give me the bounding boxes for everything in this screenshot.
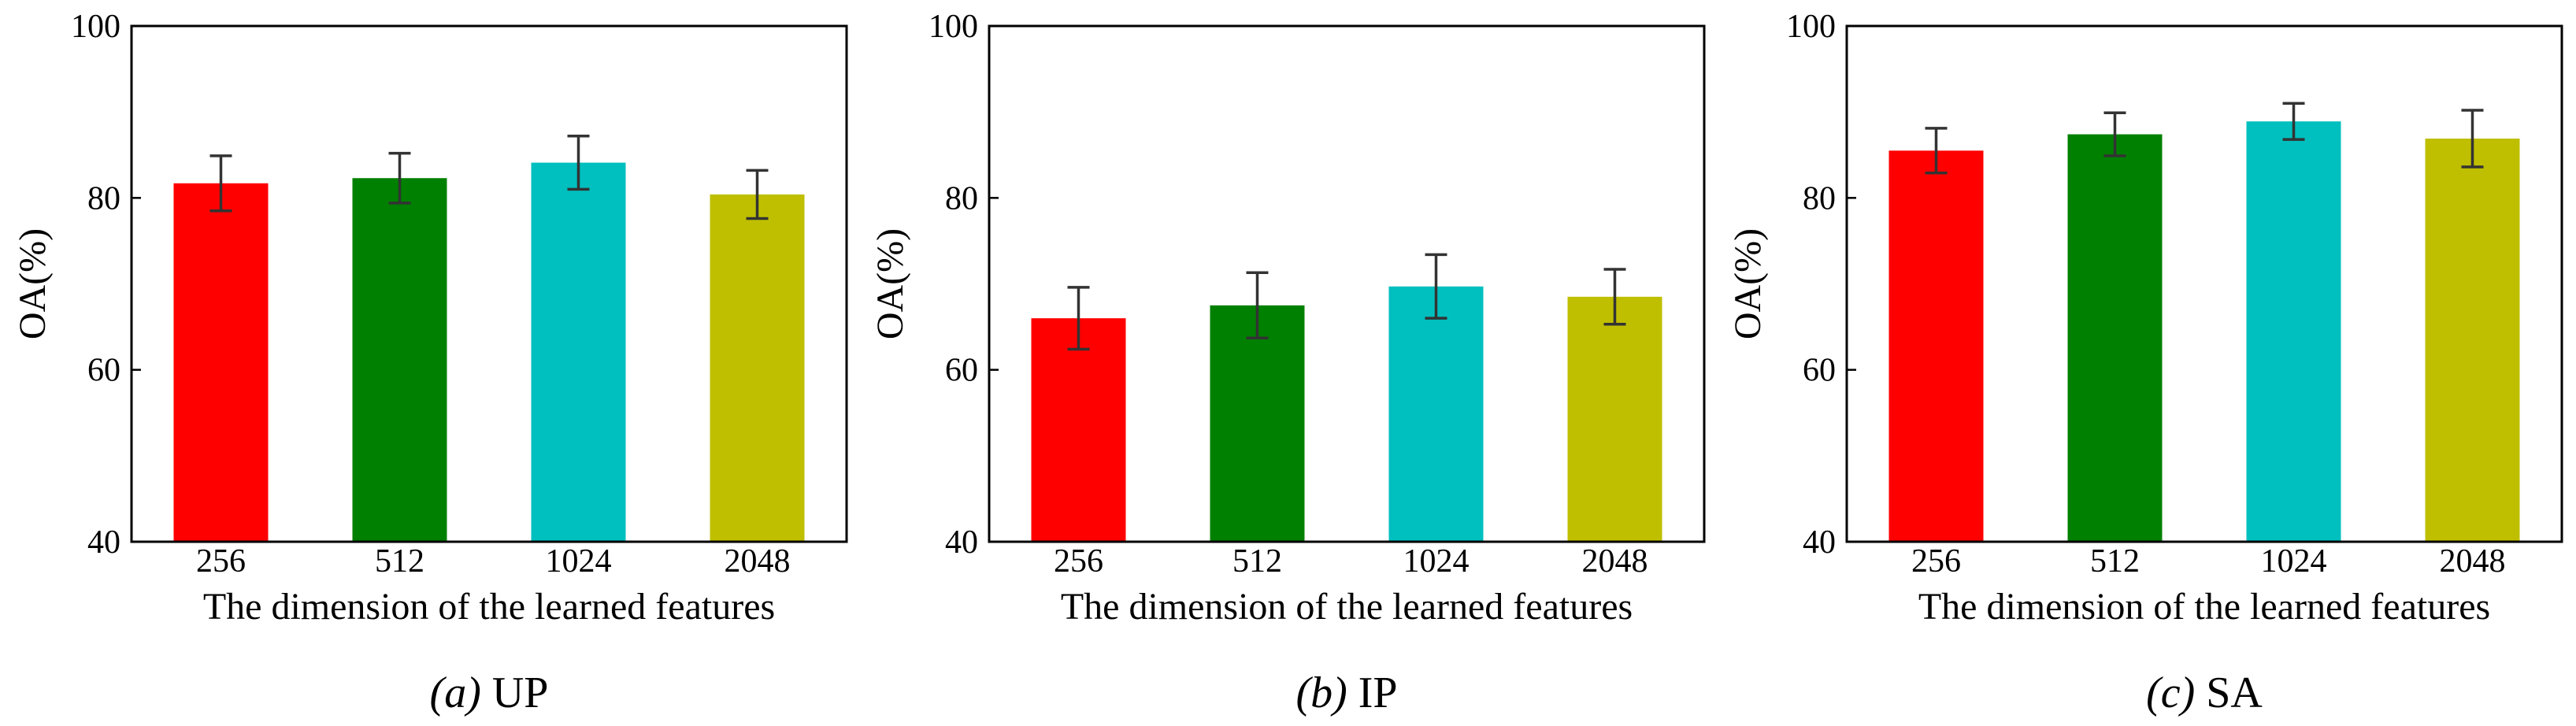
y-tick-label: 40 bbox=[87, 524, 120, 561]
panel-caption: (c) SA bbox=[2146, 669, 2263, 717]
bar-512 bbox=[2067, 134, 2163, 543]
y-axis-label: OA(%) bbox=[1727, 228, 1769, 339]
error-bar-512 bbox=[1246, 271, 1269, 340]
error-bar-256 bbox=[1925, 127, 1948, 175]
y-tick-label: 100 bbox=[71, 9, 120, 45]
x-tick-label: 1024 bbox=[546, 543, 612, 580]
x-tick-label: 256 bbox=[1911, 543, 1961, 580]
panel-caption: (a) UP bbox=[430, 669, 549, 717]
chart-panel-2: 256 512 1024 2048 40 60 80 100 The dimension of … bbox=[869, 9, 1706, 717]
x-tick-label: 512 bbox=[2090, 543, 2140, 580]
y-tick-label: 80 bbox=[87, 180, 120, 217]
bar-256 bbox=[1888, 150, 1984, 542]
y-tick-label: 80 bbox=[945, 180, 978, 217]
bar-256 bbox=[1031, 318, 1126, 542]
y-tick-label: 60 bbox=[945, 353, 978, 389]
x-tick-label: 2048 bbox=[2440, 543, 2506, 580]
error-bar-256 bbox=[209, 154, 232, 213]
y-axis-label: OA(%) bbox=[12, 228, 54, 339]
caption-prefix: (a) bbox=[430, 669, 481, 717]
error-bar-1024 bbox=[567, 134, 590, 191]
bar-256 bbox=[173, 183, 269, 542]
chart-panel-1: 256 512 1024 2048 40 60 80 100 The dimension of … bbox=[12, 9, 848, 717]
y-tick-label: 80 bbox=[1803, 180, 1836, 217]
y-tick-label: 40 bbox=[945, 524, 978, 561]
chart-panel-3: 256 512 1024 2048 40 60 80 100 The dimension of … bbox=[1727, 9, 2563, 717]
bar-1024 bbox=[531, 162, 626, 542]
caption-name: UP bbox=[481, 669, 549, 717]
error-bar-2048 bbox=[2461, 109, 2484, 169]
caption-name: IP bbox=[1347, 669, 1398, 717]
error-bar-256 bbox=[1067, 286, 1090, 351]
y-tick-label: 100 bbox=[928, 9, 978, 45]
bar-1024 bbox=[1388, 286, 1484, 542]
bar-1024 bbox=[2246, 121, 2341, 543]
error-bar-1024 bbox=[1425, 253, 1447, 320]
error-bar-1024 bbox=[2282, 102, 2305, 141]
x-tick-label: 2048 bbox=[725, 543, 791, 580]
bar-2048 bbox=[1567, 296, 1662, 542]
x-tick-label: 1024 bbox=[2261, 543, 2327, 580]
bar-2048 bbox=[710, 194, 805, 542]
x-tick-label: 256 bbox=[196, 543, 246, 580]
bar-2048 bbox=[2425, 139, 2520, 542]
bar-512 bbox=[1210, 305, 1305, 542]
x-tick-label: 512 bbox=[375, 543, 424, 580]
error-bar-512 bbox=[388, 151, 411, 205]
error-bar-512 bbox=[2103, 111, 2126, 157]
panel-caption: (b) IP bbox=[1295, 669, 1397, 717]
x-tick-label: 1024 bbox=[1403, 543, 1470, 580]
x-axis-label: The dimension of the learned features bbox=[1918, 586, 2490, 628]
y-axis-label: OA(%) bbox=[869, 228, 911, 339]
caption-prefix: (b) bbox=[1295, 669, 1347, 717]
y-tick-label: 100 bbox=[1786, 9, 1836, 45]
caption-prefix: (c) bbox=[2146, 669, 2195, 717]
y-tick-label: 60 bbox=[1803, 353, 1836, 389]
x-tick-label: 512 bbox=[1232, 543, 1282, 580]
y-tick-label: 40 bbox=[1803, 524, 1836, 561]
plot-frame bbox=[1845, 24, 2563, 543]
plot-frame bbox=[130, 24, 848, 543]
x-tick-label: 256 bbox=[1054, 543, 1103, 580]
error-bar-2048 bbox=[1603, 268, 1626, 326]
caption-name: SA bbox=[2195, 669, 2263, 717]
x-tick-label: 2048 bbox=[1582, 543, 1648, 580]
y-tick-label: 60 bbox=[87, 353, 120, 389]
x-axis-label: The dimension of the learned features bbox=[1061, 586, 1633, 628]
error-bar-2048 bbox=[746, 169, 769, 220]
bar-512 bbox=[352, 178, 447, 542]
plot-frame bbox=[988, 24, 1706, 543]
x-axis-label: The dimension of the learned features bbox=[203, 586, 775, 628]
